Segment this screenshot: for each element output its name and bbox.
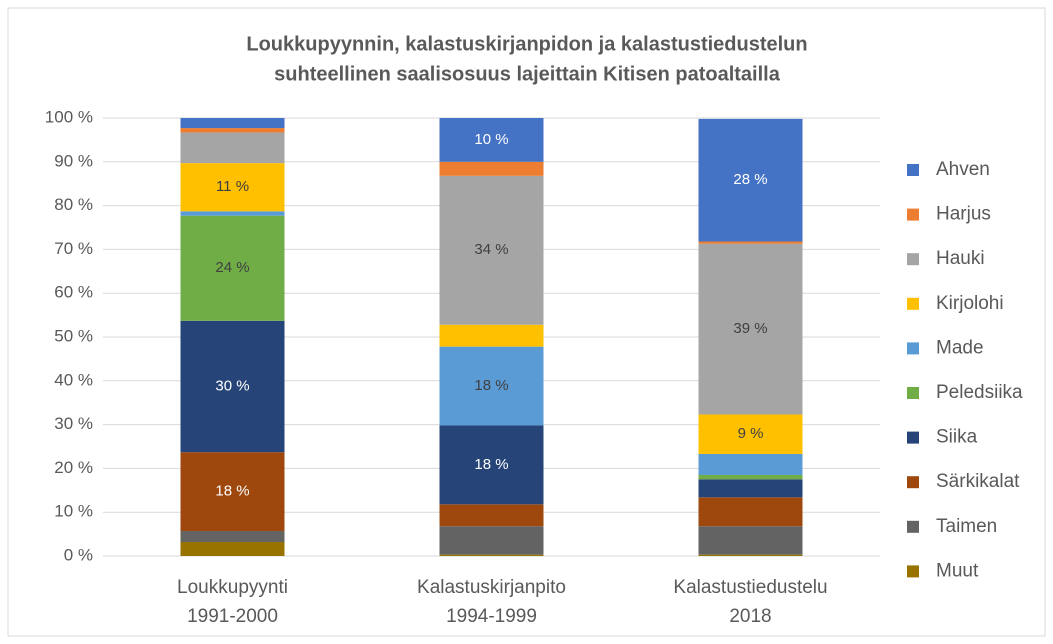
legend-swatch	[907, 297, 919, 310]
data-label: 24 %	[215, 259, 249, 276]
y-tick-label: 0 %	[64, 545, 93, 564]
legend-swatch	[907, 253, 919, 266]
legend-swatch	[907, 565, 919, 578]
legend-label: Harjus	[936, 204, 991, 225]
legend-swatch	[907, 476, 919, 489]
data-label: 18 %	[474, 377, 508, 394]
bar-segment	[439, 324, 544, 347]
bar-segment	[698, 118, 803, 242]
bar-segment	[439, 118, 544, 162]
bar-segment	[180, 211, 285, 216]
legend-swatch	[907, 342, 919, 355]
bar-segment	[439, 554, 544, 556]
bar-segment	[180, 118, 285, 129]
bar-segment	[439, 161, 544, 176]
y-tick-label: 70 %	[54, 239, 93, 258]
y-tick-label: 90 %	[54, 151, 93, 170]
legend-label: Made	[936, 337, 984, 358]
legend-swatch	[907, 387, 919, 399]
x-tick-label: Loukkupyynti	[177, 577, 288, 598]
bar-segment	[180, 541, 285, 556]
chart-title: suhteellinen saalisosuus lajeittain Kiti…	[274, 63, 781, 85]
y-tick-label: 60 %	[54, 283, 93, 302]
data-label: 18 %	[215, 483, 249, 500]
y-tick-label: 50 %	[54, 326, 93, 345]
data-label: 18 %	[474, 456, 508, 473]
legend-label: Siika	[936, 427, 978, 448]
bar-segment	[439, 425, 544, 505]
legend-swatch	[907, 208, 919, 221]
data-label: 10 %	[474, 131, 508, 148]
y-tick-label: 100 %	[45, 107, 93, 126]
data-label: 34 %	[474, 241, 508, 258]
x-tick-label: 1994-1999	[446, 606, 537, 627]
y-tick-label: 40 %	[54, 370, 93, 389]
legend-label: Ahven	[936, 159, 990, 180]
bar-segment	[180, 163, 285, 212]
bar-segment	[180, 320, 285, 453]
data-label: 11 %	[216, 178, 249, 195]
legend-swatch	[907, 164, 919, 176]
bar-segment	[439, 175, 544, 325]
bar-segment	[698, 479, 803, 498]
legend-label: Kirjolohi	[936, 293, 1004, 314]
bar-segment	[698, 554, 803, 556]
y-tick-label: 30 %	[54, 414, 93, 433]
bar-segment	[698, 474, 803, 480]
bar-segment	[180, 215, 285, 321]
legend-label: Hauki	[936, 248, 985, 269]
bar-segment	[439, 346, 544, 426]
bar-segment	[180, 452, 285, 532]
bar-segment	[698, 526, 803, 555]
bar-segment	[180, 132, 285, 164]
x-tick-label: 2018	[729, 606, 771, 627]
chart-title: Loukkupyynnin, kalastuskirjanpidon ja ka…	[246, 33, 807, 55]
legend-label: Peledsiika	[936, 382, 1023, 403]
data-label: 30 %	[215, 377, 249, 394]
bar-segment	[698, 453, 803, 475]
legend-label: Taimen	[936, 516, 997, 537]
legend-label: Särkikalat	[936, 471, 1020, 492]
bar-segment	[439, 504, 544, 527]
bar-segment	[698, 497, 803, 527]
bar-segment	[698, 241, 803, 244]
legend-swatch	[907, 431, 919, 444]
data-label: 9 %	[738, 425, 764, 442]
bar-segment	[180, 531, 285, 542]
legend-label: Muut	[936, 560, 979, 581]
bar-segment	[180, 128, 285, 133]
legend-swatch	[907, 520, 919, 533]
x-tick-label: Kalastustiedustelu	[673, 577, 827, 598]
data-label: 28 %	[733, 171, 767, 188]
data-label: 39 %	[733, 320, 767, 337]
bar-segment	[698, 414, 803, 454]
y-tick-label: 80 %	[54, 195, 93, 214]
bar-segment	[698, 243, 803, 415]
x-tick-label: Kalastuskirjanpito	[417, 577, 566, 598]
y-tick-label: 10 %	[54, 502, 93, 521]
x-tick-label: 1991-2000	[187, 606, 278, 627]
bar-segment	[439, 526, 544, 555]
y-tick-label: 20 %	[54, 458, 93, 477]
